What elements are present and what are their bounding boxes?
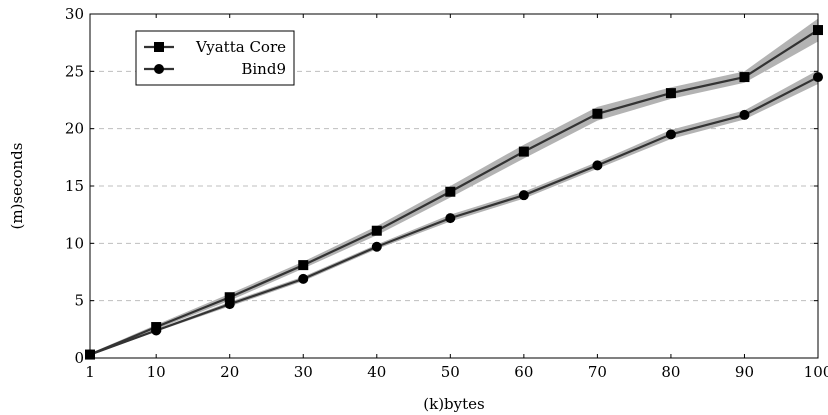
series-markers: [85, 25, 823, 360]
x-tick-label: 70: [588, 363, 607, 381]
tick-labels: 0 5 10 15 20 25 30 1 10 20 30 40 50 60 70 80 90 100: [65, 5, 828, 381]
y-tick-label: 5: [74, 292, 84, 310]
y-tick-label: 15: [65, 177, 84, 195]
x-tick-label: 40: [367, 363, 386, 381]
plot-frame: [89, 13, 819, 359]
data-point-circle: [151, 325, 162, 336]
data-point-square: [445, 186, 456, 197]
x-tick-label: 100: [804, 363, 828, 381]
x-tick-label: 80: [661, 363, 680, 381]
x-tick-label: 10: [147, 363, 166, 381]
data-point-square: [592, 108, 603, 119]
x-tick-label: 20: [220, 363, 239, 381]
y-tick-label: 30: [65, 5, 84, 23]
x-axis-label: (k)bytes: [423, 395, 484, 413]
y-tick-label: 25: [65, 62, 84, 80]
axes: [89, 13, 819, 359]
legend-label: Bind9: [241, 60, 286, 78]
data-point-circle: [665, 129, 676, 140]
legend-marker-square: [154, 42, 164, 52]
data-point-square: [371, 225, 382, 236]
confidence-band-circle: [90, 70, 818, 356]
legend-marker-circle: [154, 64, 164, 74]
data-point-circle: [592, 160, 603, 171]
x-tick-label: 30: [294, 363, 313, 381]
data-point-circle: [224, 299, 235, 310]
legend-label: Vyatta Core: [195, 38, 286, 56]
x-tick-label: 1: [85, 363, 95, 381]
data-point-circle: [371, 241, 382, 252]
data-point-square: [224, 292, 235, 303]
data-point-circle: [445, 213, 456, 224]
data-point-circle: [298, 273, 309, 284]
data-point-circle: [518, 190, 529, 201]
y-axis-label: (m)seconds: [8, 143, 26, 230]
y-tick-label: 10: [65, 234, 84, 252]
x-tick-label: 90: [735, 363, 754, 381]
data-point-square: [665, 88, 676, 99]
data-point-square: [518, 146, 529, 157]
legend: Vyatta Core Bind9: [135, 30, 295, 86]
x-tick-label: 60: [514, 363, 533, 381]
y-tick-label: 0: [74, 349, 84, 367]
y-tick-label: 20: [65, 120, 84, 138]
data-point-square: [298, 260, 309, 271]
legend-box: [135, 30, 295, 86]
data-point-circle: [739, 109, 750, 120]
data-point-square: [739, 72, 750, 83]
x-tick-label: 50: [441, 363, 460, 381]
